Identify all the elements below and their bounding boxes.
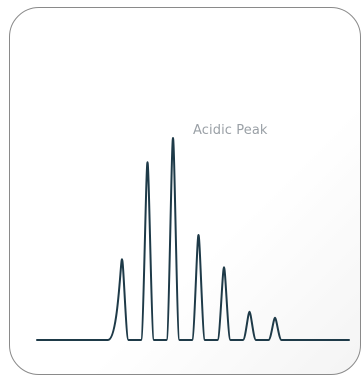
peak-4 bbox=[197, 233, 201, 237]
peak-1 bbox=[120, 257, 124, 261]
peak-2 bbox=[146, 160, 150, 164]
peak-3 bbox=[171, 136, 175, 140]
chart-panel bbox=[9, 7, 361, 375]
annotation-acidic-peak: Acidic Peak bbox=[193, 123, 268, 138]
chromatogram-trace bbox=[36, 137, 350, 341]
peak-6 bbox=[248, 310, 252, 314]
peak-5 bbox=[222, 265, 226, 269]
peak-7 bbox=[273, 316, 277, 320]
